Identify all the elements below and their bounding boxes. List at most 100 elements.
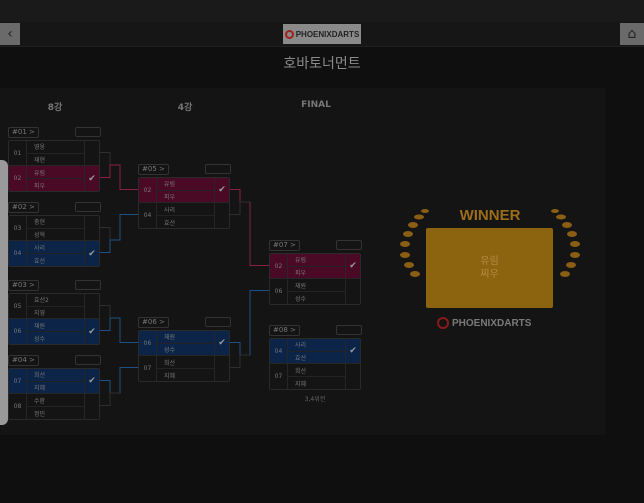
player-name: 지영 <box>34 309 46 317</box>
team-seed: 07 <box>9 369 27 393</box>
team-players: 사리 효선 <box>27 241 85 266</box>
empty-check-cell <box>215 203 229 228</box>
team-seed: 05 <box>9 294 27 318</box>
team-row[interactable]: 08 수환 정민 <box>9 394 99 419</box>
team-players: 효선2 지영 <box>27 294 85 318</box>
team-seed: 02 <box>270 254 288 278</box>
match-score-box <box>75 280 101 290</box>
winner-title: WINNER <box>459 207 521 224</box>
team-row[interactable]: 06 재원 성수 ✔ <box>9 319 99 344</box>
team-row[interactable]: 07 희선 지혜 <box>270 364 360 389</box>
team-players: 유림 피우 <box>288 254 346 278</box>
laurel-left-icon <box>400 209 429 277</box>
team-row[interactable]: 06 재원 성수 <box>270 279 360 304</box>
match-card[interactable]: 07 희선 지혜 ✔ 08 수환 정민 <box>8 368 100 420</box>
connector-line <box>100 152 120 166</box>
player-name: 사리 <box>288 339 345 352</box>
match-label[interactable]: #08 > <box>269 325 300 336</box>
empty-check-cell <box>215 356 229 381</box>
team-row[interactable]: 02 유림 피우 ✔ <box>139 178 229 203</box>
team-row[interactable]: 04 사리 효선 ✔ <box>270 339 360 364</box>
match-label[interactable]: #06 > <box>138 317 169 328</box>
checkmark-icon: ✔ <box>88 326 96 337</box>
player-name: 재원 <box>157 331 214 344</box>
match-label[interactable]: #05 > <box>138 164 169 175</box>
match-score-box <box>336 325 362 335</box>
team-row[interactable]: 04 사리 효선 <box>139 203 229 228</box>
match-score-box <box>75 355 101 365</box>
team-row[interactable]: 04 사리 효선 ✔ <box>9 241 99 266</box>
empty-check-cell <box>346 364 360 389</box>
checkmark-icon: ✔ <box>349 261 357 271</box>
team-players: 재원 성수 <box>27 319 85 344</box>
player-name: 사리 <box>27 241 84 254</box>
match-score-box <box>205 317 231 327</box>
match-card[interactable]: 06 재원 성수 ✔ 07 희선 지혜 <box>138 330 230 382</box>
match-card[interactable]: 03 충현 성혁 04 사리 효선 ✔ <box>8 215 100 267</box>
connector-line <box>230 189 269 266</box>
logo: PHOENIXDARTS <box>283 24 361 44</box>
match-card[interactable]: 04 사리 효선 ✔ 07 희선 지혜 <box>269 338 361 390</box>
team-seed: 02 <box>9 166 27 191</box>
chevron-left-icon: ‹ <box>7 26 13 42</box>
team-row[interactable]: 01 영웅 재현 <box>9 141 99 166</box>
match-label[interactable]: #07 > <box>269 240 300 251</box>
side-drawer-handle[interactable] <box>0 160 8 425</box>
match-card[interactable]: 02 유림 피우 ✔ 06 재원 성수 <box>269 253 361 305</box>
team-players: 유림 피우 <box>27 166 85 191</box>
column-header-final: FINAL <box>301 100 331 110</box>
team-row[interactable]: 07 희선 지혜 <box>139 356 229 381</box>
player-name: 재현 <box>34 156 46 164</box>
match-label[interactable]: #01 > <box>8 127 39 138</box>
team-players: 유림 피우 <box>157 178 215 202</box>
player-name: 효선 <box>34 257 46 265</box>
match-label[interactable]: #03 > <box>8 280 39 291</box>
match-card[interactable]: 02 유림 피우 ✔ 04 사리 효선 <box>138 177 230 229</box>
player-name: 재원 <box>27 319 84 332</box>
team-row[interactable]: 03 충현 성혁 <box>9 216 99 241</box>
player-name: 영웅 <box>27 141 84 154</box>
team-players: 희선 지혜 <box>157 356 215 381</box>
match-score-box <box>75 202 101 212</box>
logo-text: PHOENIXDARTS <box>295 29 360 39</box>
player-name: 충현 <box>27 216 84 229</box>
empty-check-cell <box>85 141 99 165</box>
player-name: 재원 <box>288 279 345 292</box>
column-header-round4: 4강 <box>177 103 193 113</box>
winner-player-2: 찌우 <box>480 269 499 280</box>
match-label[interactable]: #04 > <box>8 355 39 366</box>
column-header-round8: 8강 <box>47 103 63 113</box>
empty-check-cell <box>85 294 99 318</box>
team-players: 사리 효선 <box>157 203 215 228</box>
player-name: 수환 <box>27 394 84 407</box>
player-name: 유림 <box>288 254 345 267</box>
team-row[interactable]: 05 효선2 지영 <box>9 294 99 319</box>
player-name: 지혜 <box>34 384 46 392</box>
player-name: 희선 <box>288 364 345 377</box>
connector-line <box>230 201 250 215</box>
connector-line <box>100 367 138 394</box>
winner-logo: PHOENIXDARTS <box>437 315 547 331</box>
empty-check-cell <box>85 394 99 419</box>
player-name: 성수 <box>164 346 176 354</box>
team-row[interactable]: 06 재원 성수 ✔ <box>139 331 229 356</box>
match-card[interactable]: 01 영웅 재현 02 유림 피우 ✔ <box>8 140 100 192</box>
team-seed: 08 <box>9 394 27 419</box>
winner-player-1: 유림 <box>480 256 499 267</box>
team-row[interactable]: 07 희선 지혜 ✔ <box>9 369 99 394</box>
player-name: 효선 <box>295 354 307 362</box>
checkmark-icon: ✔ <box>218 338 226 348</box>
connector-line <box>230 290 269 356</box>
connector-line <box>100 317 138 343</box>
team-seed: 01 <box>9 141 27 165</box>
team-seed: 04 <box>139 203 157 228</box>
team-row[interactable]: 02 유림 피우 ✔ <box>9 166 99 191</box>
match-label[interactable]: #02 > <box>8 202 39 213</box>
team-row[interactable]: 02 유림 피우 ✔ <box>270 254 360 279</box>
match-card[interactable]: 05 효선2 지영 06 재원 성수 ✔ <box>8 293 100 345</box>
player-name: 효선 <box>164 219 176 227</box>
home-button[interactable]: ⌂ <box>620 23 644 45</box>
player-name: 희선 <box>27 369 84 382</box>
match-score-box <box>336 240 362 250</box>
back-button[interactable]: ‹ <box>0 23 20 45</box>
